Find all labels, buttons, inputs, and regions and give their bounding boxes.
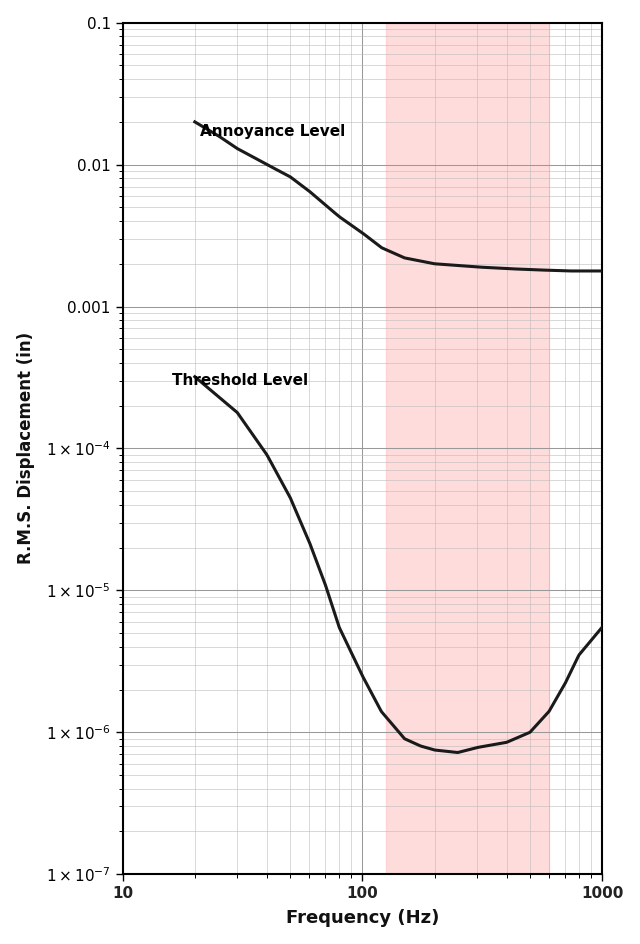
Text: Threshold Level: Threshold Level — [172, 373, 308, 388]
X-axis label: Frequency (Hz): Frequency (Hz) — [285, 909, 439, 927]
Y-axis label: R.M.S. Displacement (in): R.M.S. Displacement (in) — [17, 332, 35, 565]
Bar — [386, 23, 549, 874]
Text: Annoyance Level: Annoyance Level — [200, 124, 345, 139]
